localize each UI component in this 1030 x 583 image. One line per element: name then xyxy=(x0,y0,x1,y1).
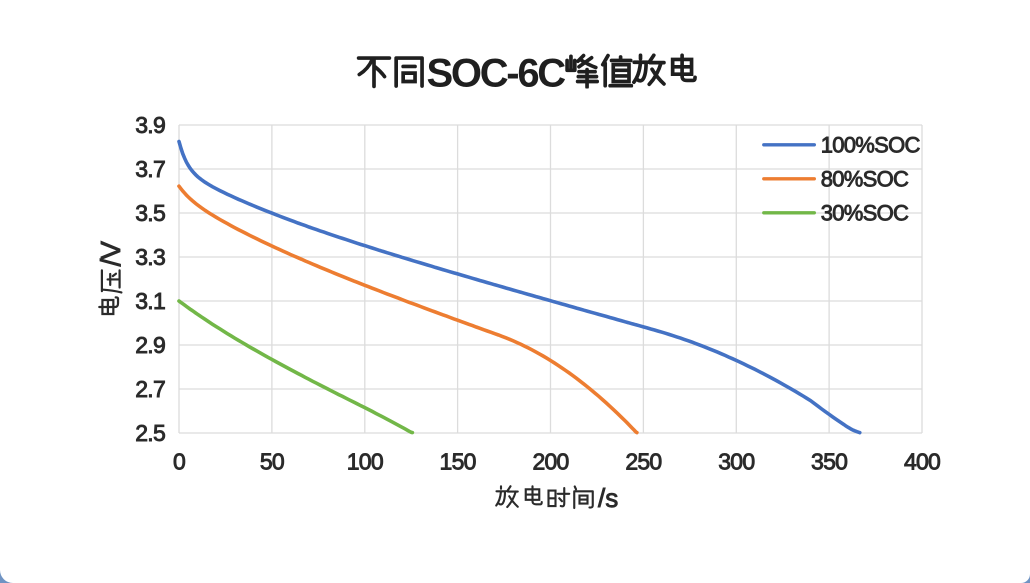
svg-text:SOC-6C: SOC-6C xyxy=(427,52,566,96)
svg-text:80%SOC: 80%SOC xyxy=(821,167,909,192)
svg-text:200: 200 xyxy=(532,449,568,475)
svg-text:350: 350 xyxy=(811,449,847,475)
svg-text:/s: /s xyxy=(598,483,618,513)
svg-text:2.5: 2.5 xyxy=(135,420,165,446)
svg-text:250: 250 xyxy=(625,449,661,475)
svg-text:30%SOC: 30%SOC xyxy=(821,201,909,226)
svg-text:2.7: 2.7 xyxy=(135,376,165,402)
svg-text:400: 400 xyxy=(904,449,940,475)
svg-text:2.9: 2.9 xyxy=(135,332,165,358)
svg-text:3.3: 3.3 xyxy=(135,244,165,270)
svg-text:100: 100 xyxy=(347,449,383,475)
svg-text:3.5: 3.5 xyxy=(135,200,165,226)
svg-text:100%SOC: 100%SOC xyxy=(821,133,921,158)
svg-text:50: 50 xyxy=(260,449,284,475)
svg-text:3.9: 3.9 xyxy=(135,112,165,138)
svg-text:0: 0 xyxy=(173,449,185,475)
svg-text:3.7: 3.7 xyxy=(135,156,165,182)
svg-text:300: 300 xyxy=(718,449,754,475)
svg-text:/V: /V xyxy=(95,241,126,267)
svg-text:150: 150 xyxy=(440,449,476,475)
svg-text:3.1: 3.1 xyxy=(135,288,165,314)
